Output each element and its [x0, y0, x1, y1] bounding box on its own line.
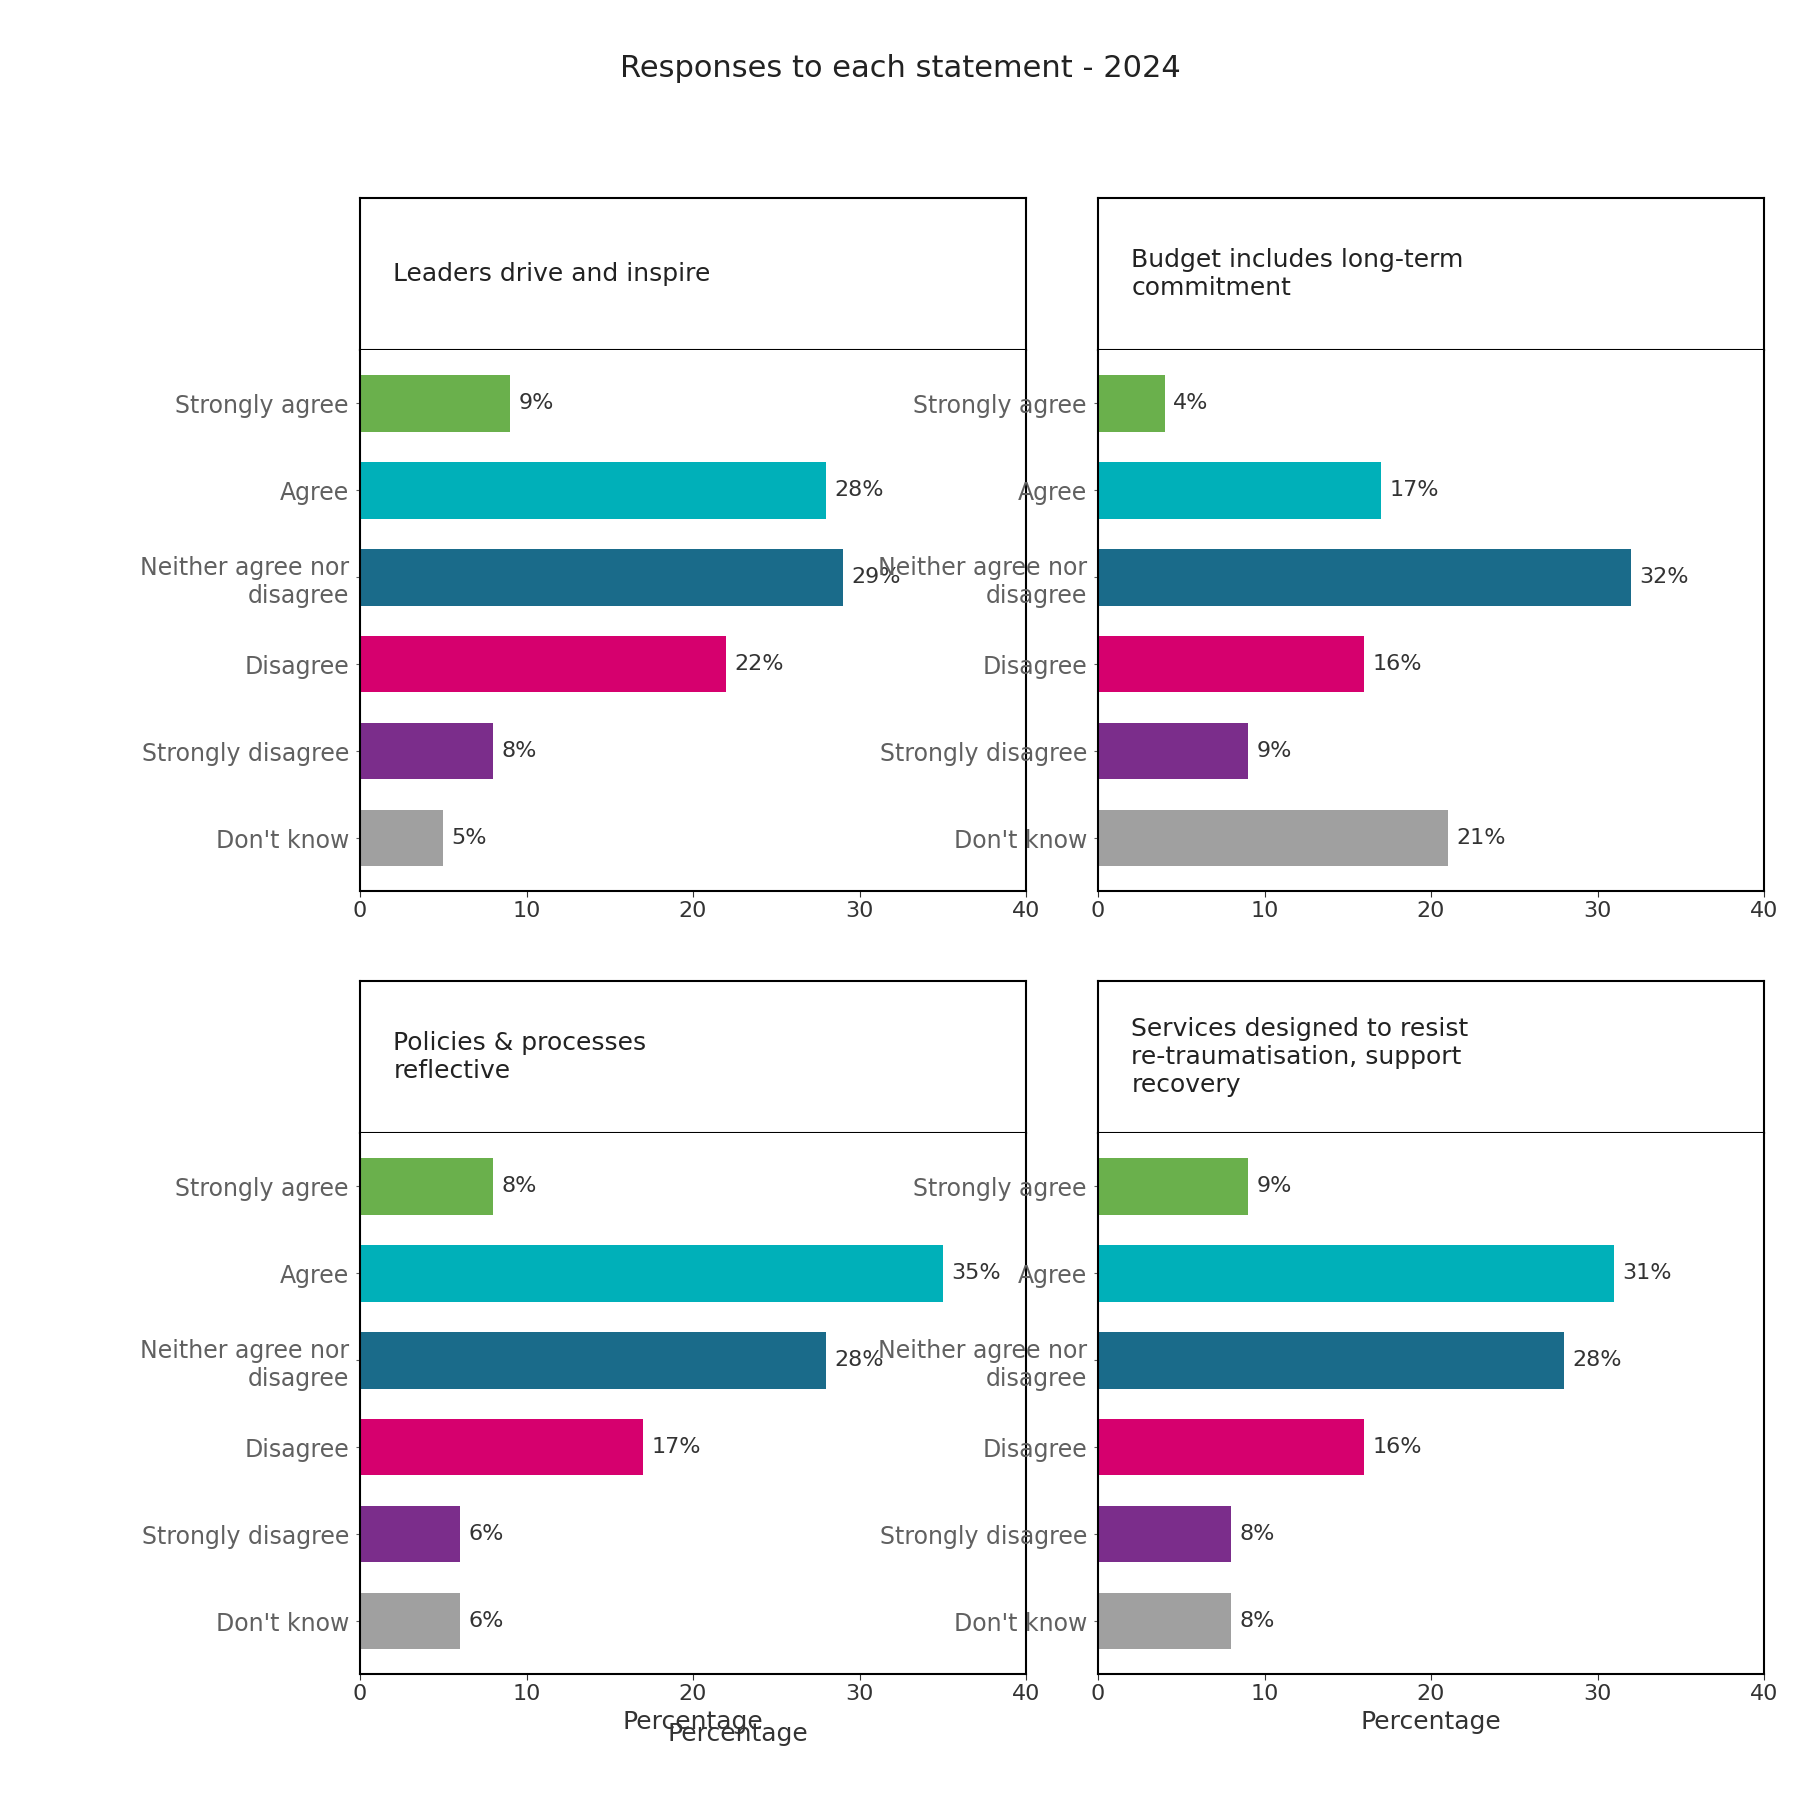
Text: 4%: 4%: [1174, 392, 1208, 414]
Bar: [360, 463, 826, 518]
Text: 9%: 9%: [1256, 1175, 1292, 1197]
Text: 28%: 28%: [835, 1350, 884, 1370]
Text: 31%: 31%: [1622, 1264, 1672, 1283]
Bar: [1098, 1246, 1615, 1301]
Text: Percentage: Percentage: [668, 1723, 808, 1746]
Bar: [360, 635, 727, 693]
Bar: [1098, 1507, 1231, 1562]
Text: 32%: 32%: [1640, 567, 1688, 587]
Text: 35%: 35%: [950, 1264, 1001, 1283]
Bar: [360, 1418, 643, 1476]
Text: 9%: 9%: [518, 392, 554, 414]
Text: Leaders drive and inspire: Leaders drive and inspire: [392, 263, 711, 286]
X-axis label: Percentage: Percentage: [1361, 1710, 1501, 1733]
Text: 6%: 6%: [468, 1525, 504, 1544]
Text: Budget includes long-term
commitment: Budget includes long-term commitment: [1132, 248, 1463, 301]
Bar: [1098, 1593, 1231, 1649]
Bar: [360, 1593, 461, 1649]
Text: 22%: 22%: [734, 653, 785, 675]
Text: Services designed to resist
re-traumatisation, support
recovery: Services designed to resist re-traumatis…: [1132, 1017, 1469, 1096]
Bar: [1098, 635, 1364, 693]
Text: Responses to each statement - 2024: Responses to each statement - 2024: [619, 54, 1181, 83]
Bar: [360, 1507, 461, 1562]
X-axis label: Percentage: Percentage: [623, 1710, 763, 1733]
Bar: [360, 1157, 493, 1215]
Text: 8%: 8%: [502, 1175, 536, 1197]
Text: 28%: 28%: [835, 481, 884, 500]
Bar: [360, 810, 443, 866]
Text: 17%: 17%: [1390, 481, 1438, 500]
Bar: [1098, 1332, 1564, 1388]
Bar: [1098, 1157, 1247, 1215]
Text: 16%: 16%: [1373, 1436, 1422, 1458]
Bar: [1098, 1418, 1364, 1476]
Text: 21%: 21%: [1456, 828, 1505, 848]
Text: 29%: 29%: [851, 567, 900, 587]
Bar: [1098, 724, 1247, 779]
Bar: [360, 724, 493, 779]
Bar: [360, 374, 509, 432]
Text: 16%: 16%: [1373, 653, 1422, 675]
Text: 9%: 9%: [1256, 742, 1292, 761]
Text: 5%: 5%: [452, 828, 488, 848]
Text: 6%: 6%: [468, 1611, 504, 1631]
Bar: [1098, 374, 1165, 432]
Bar: [360, 1332, 826, 1388]
Bar: [1098, 810, 1447, 866]
Text: 8%: 8%: [1240, 1525, 1274, 1544]
Bar: [1098, 549, 1631, 605]
Bar: [360, 1246, 943, 1301]
Bar: [1098, 463, 1381, 518]
Text: 28%: 28%: [1573, 1350, 1622, 1370]
Bar: [360, 549, 842, 605]
Text: 17%: 17%: [652, 1436, 700, 1458]
Text: Policies & processes
reflective: Policies & processes reflective: [392, 1031, 646, 1084]
Text: 8%: 8%: [1240, 1611, 1274, 1631]
Text: 8%: 8%: [502, 742, 536, 761]
